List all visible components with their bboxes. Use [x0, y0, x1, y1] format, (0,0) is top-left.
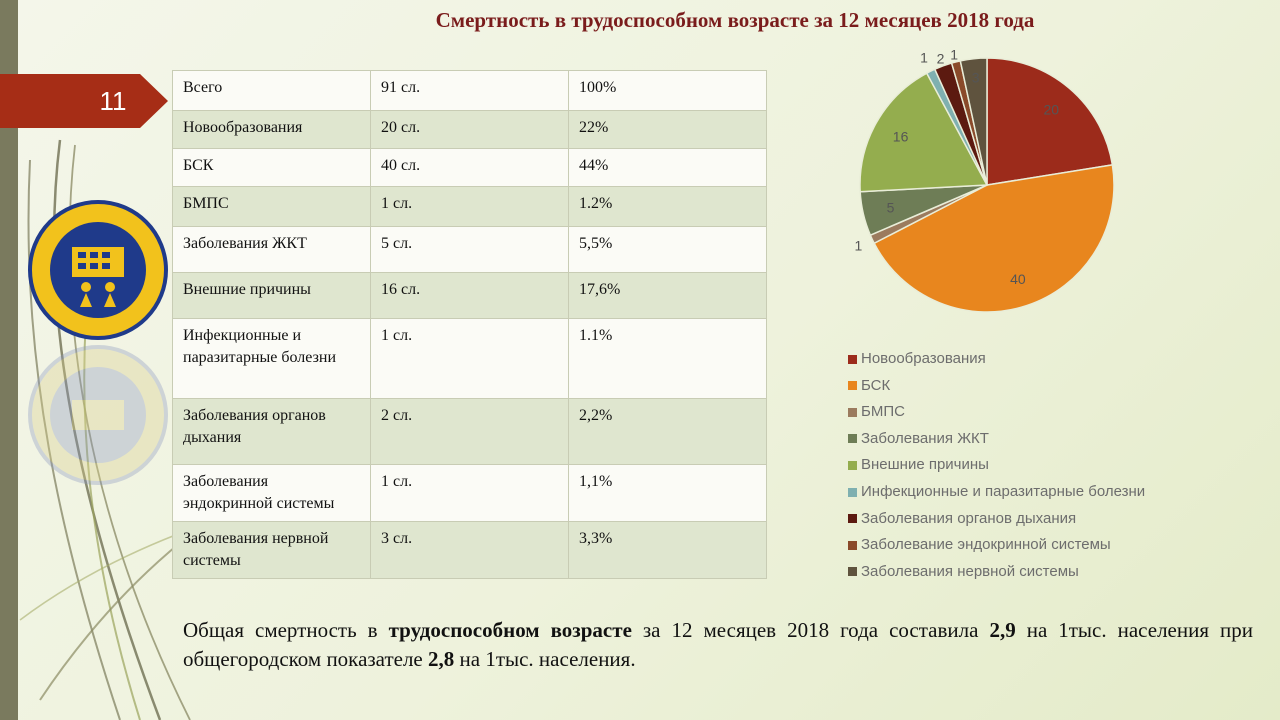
row-cases: 5 сл. [370, 226, 569, 273]
legend-item: БМПС [848, 399, 1268, 426]
pie-data-label: 2 [937, 51, 945, 67]
summary-text-3: на 1тыс. населения при общегородском пок… [183, 618, 1253, 671]
pie-data-label: 3 [972, 70, 980, 86]
row-category: Всего [172, 70, 371, 111]
pie-slice [959, 57, 988, 186]
slide-title: Смертность в трудоспособном возрасте за … [435, 8, 1035, 32]
row-percent: 3,3% [568, 521, 767, 579]
summary-text-4: на 1тыс. населения. [454, 647, 636, 671]
legend-item: Инфекционные и паразитарные болезни [848, 479, 1268, 506]
row-category: БСК [172, 148, 371, 187]
pie-data-label: 1 [855, 238, 863, 254]
row-cases: 1 сл. [370, 186, 569, 227]
table-row: Новообразования 20 сл. 22% [172, 110, 767, 149]
legend-swatch [848, 381, 857, 391]
summary-bold-1: трудоспособном возрасте [388, 618, 632, 642]
pie-data-label: 16 [893, 129, 909, 145]
legend-swatch [848, 407, 857, 417]
legend-swatch [848, 514, 857, 524]
slide-number: 11 [99, 86, 127, 116]
row-percent: 1,1% [568, 464, 767, 522]
summary-bold-2: 2,9 [989, 618, 1016, 642]
summary-text-1: Общая смертность в [183, 618, 389, 642]
legend-item: Заболевание эндокринной системы [848, 532, 1268, 559]
table-row: Всего 91 сл. 100% [172, 70, 767, 111]
row-percent: 17,6% [568, 272, 767, 319]
legend-item: БСК [848, 373, 1268, 400]
row-cases: 1 сл. [370, 318, 569, 399]
row-percent: 2,2% [568, 398, 767, 465]
legend-label: Заболевания нервной системы [861, 562, 1079, 580]
pie-data-label: 20 [1044, 102, 1060, 118]
legend-label: Новообразования [861, 350, 986, 367]
slide-number-badge [0, 74, 168, 128]
row-cases: 91 сл. [370, 70, 569, 111]
row-percent: 1.1% [568, 318, 767, 399]
table-row: БСК 40 сл. 44% [172, 148, 767, 187]
mortality-table: Всего 91 сл. 100% Новообразования 20 сл. 22% Б… [172, 70, 767, 579]
row-category: Заболевания ЖКТ [172, 226, 371, 273]
legend-swatch [848, 487, 857, 497]
clinic-logo-reflection [28, 345, 168, 485]
legend-label: БМПС [861, 403, 905, 421]
table-row: Заболевания ЖКТ 5 сл. 5,5% [172, 226, 767, 273]
legend-swatch [848, 354, 857, 364]
pie-data-label: 5 [887, 200, 895, 216]
pie-slice [873, 164, 1115, 313]
table-row: Инфекционные и паразитарные болезни 1 сл.… [172, 318, 767, 399]
row-percent: 100% [568, 70, 767, 111]
row-category: Заболевания нервной системы [172, 521, 371, 579]
table-row: Внешние причины 16 сл. 17,6% [172, 272, 767, 319]
legend-label: Внешние причины [861, 456, 989, 474]
row-cases: 1 сл. [370, 464, 569, 522]
legend-swatch [848, 567, 857, 577]
legend-item: Новообразования [848, 346, 1268, 373]
row-cases: 3 сл. [370, 521, 569, 579]
row-category: Заболевания органов дыхания [172, 398, 371, 465]
table-row: Заболевания органов дыхания 2 сл. 2,2% [172, 398, 767, 465]
legend-item: Заболевания ЖКТ [848, 426, 1268, 453]
pie-data-label: 40 [1010, 271, 1026, 287]
legend-label: Инфекционные и паразитарные болезни [861, 482, 1146, 500]
legend-swatch [848, 460, 857, 470]
legend-swatch [848, 540, 857, 550]
legend-swatch [848, 434, 857, 444]
table-row: Заболевания нервной системы 3 сл. 3,3% [172, 521, 767, 579]
summary-paragraph: Общая смертность в трудоспособном возрас… [183, 616, 1253, 674]
row-category: Внешние причины [172, 272, 371, 319]
row-category: Заболевания эндокринной системы [172, 464, 371, 522]
legend-label: Заболевания органов дыхания [861, 509, 1077, 527]
row-percent: 1.2% [568, 186, 767, 227]
left-accent-bar [0, 0, 18, 720]
legend-item: Заболевания органов дыхания [848, 506, 1268, 533]
legend-item: Внешние причины [848, 452, 1268, 479]
legend-label: Заболевания ЖКТ [861, 429, 989, 447]
legend-label: БСК [861, 376, 891, 394]
row-category: Новообразования [172, 110, 371, 149]
legend-item: Заболевания нервной системы [848, 559, 1268, 586]
decorative-curves [19, 139, 300, 720]
row-percent: 5,5% [568, 226, 767, 273]
row-cases: 2 сл. [370, 398, 569, 465]
row-percent: 44% [568, 148, 767, 187]
pie-data-label: 1 [920, 50, 928, 66]
table-row: БМПС 1 сл. 1.2% [172, 186, 767, 227]
row-cases: 20 сл. [370, 110, 569, 149]
clinic-logo-seal [28, 200, 168, 340]
row-cases: 40 сл. [370, 148, 569, 187]
summary-bold-3: 2,8 [428, 647, 455, 671]
pie-data-label: 1 [950, 47, 958, 63]
row-percent: 22% [568, 110, 767, 149]
row-category: БМПС [172, 186, 371, 227]
chart-legend: Новообразования БСК БМПС Заболевания ЖКТ Вне… [848, 346, 1268, 585]
table-row: Заболевания эндокринной системы 1 сл. 1,1% [172, 464, 767, 522]
pie-slice [986, 57, 1114, 186]
summary-text-2: за 12 месяцев 2018 года составила [631, 618, 990, 642]
legend-label: Заболевание эндокринной системы [861, 536, 1111, 554]
row-category: Инфекционные и паразитарные болезни [172, 318, 371, 399]
pie-slice [859, 72, 989, 193]
row-cases: 16 сл. [370, 272, 569, 319]
